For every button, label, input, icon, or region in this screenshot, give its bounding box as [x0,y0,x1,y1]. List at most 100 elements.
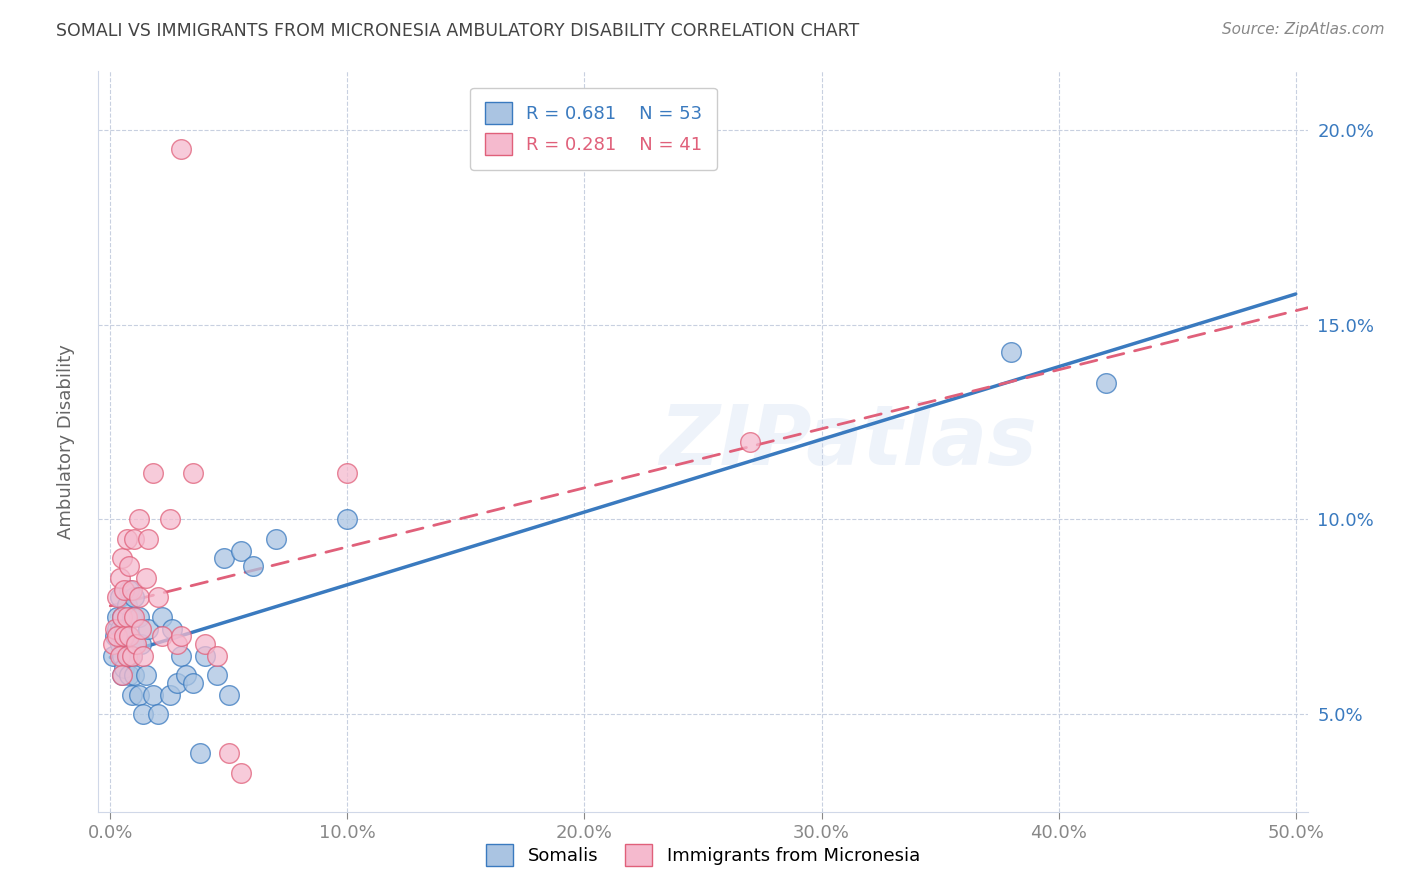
Point [122,668,145,682]
Point [129,637,152,651]
Point [128,688,150,702]
Point [142,466,165,480]
Point [108,571,131,585]
Point [101,648,124,663]
Point [121,648,143,663]
Point [181,466,204,480]
Point [122,610,145,624]
Point [174,668,197,682]
Point [128,610,150,624]
Point [118,648,141,663]
Point [111,629,134,643]
Point [205,668,228,682]
Y-axis label: Ambulatory Disability: Ambulatory Disability [56,344,75,539]
Point [105,629,128,643]
Text: SOMALI VS IMMIGRANTS FROM MICRONESIA AMBULATORY DISABILITY CORRELATION CHART: SOMALI VS IMMIGRANTS FROM MICRONESIA AMB… [56,22,859,40]
Point [104,629,127,643]
Point [121,688,143,702]
Point [111,610,134,624]
Point [1000,345,1022,359]
Point [122,591,145,605]
Point [105,610,128,624]
Point [218,688,240,702]
Point [125,637,148,651]
Point [128,591,150,605]
Point [118,629,141,643]
Point [264,532,287,546]
Point [108,622,131,636]
Point [146,591,169,605]
Point [118,629,141,643]
Point [212,551,235,566]
Point [229,765,252,780]
Point [170,142,193,156]
Point [122,532,145,546]
Point [108,637,131,651]
Point [132,707,155,722]
Point [118,559,141,574]
Point [218,746,240,760]
Point [114,582,136,597]
Point [1095,376,1118,390]
Point [190,746,212,760]
Legend: R = 0.681    N = 53, R = 0.281    N = 41: R = 0.681 N = 53, R = 0.281 N = 41 [470,87,717,169]
Point [118,582,141,597]
Point [166,676,188,690]
Point [114,629,136,643]
Legend: Somalis, Immigrants from Micronesia: Somalis, Immigrants from Micronesia [474,831,932,879]
Point [229,543,252,558]
Point [740,434,762,449]
Point [205,648,228,663]
Point [115,648,138,663]
Point [111,668,134,682]
Text: Source: ZipAtlas.com: Source: ZipAtlas.com [1222,22,1385,37]
Point [111,610,134,624]
Point [121,648,143,663]
Point [132,648,155,663]
Point [115,629,138,643]
Point [114,637,136,651]
Point [115,532,138,546]
Point [170,629,193,643]
Point [101,637,124,651]
Point [115,598,138,612]
Point [146,707,169,722]
Point [159,688,181,702]
Point [105,591,128,605]
Point [115,648,138,663]
Point [160,622,183,636]
Point [129,622,152,636]
Point [115,610,138,624]
Point [152,629,174,643]
Point [118,668,141,682]
Point [111,648,134,663]
Point [108,648,131,663]
Text: ZIPatlas: ZIPatlas [659,401,1038,482]
Point [114,622,136,636]
Point [111,551,134,566]
Point [159,512,181,526]
Point [152,610,174,624]
Point [142,688,165,702]
Point [121,582,143,597]
Point [135,571,157,585]
Point [194,648,217,663]
Point [114,660,136,674]
Point [181,676,204,690]
Point [104,622,127,636]
Point [336,466,359,480]
Point [122,637,145,651]
Point [121,610,143,624]
Point [166,637,188,651]
Point [170,648,193,663]
Point [105,622,128,636]
Point [108,591,131,605]
Point [136,532,159,546]
Point [136,622,159,636]
Point [111,668,134,682]
Point [128,512,150,526]
Point [242,559,264,574]
Point [194,637,217,651]
Point [135,668,157,682]
Point [336,512,359,526]
